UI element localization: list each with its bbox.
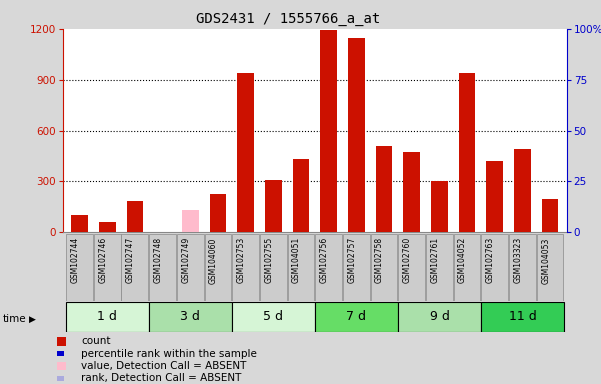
FancyBboxPatch shape: [371, 235, 397, 301]
Text: GSM102756: GSM102756: [320, 237, 329, 283]
Bar: [127, 201, 144, 232]
Text: GSM102746: GSM102746: [99, 237, 108, 283]
Text: GSM102760: GSM102760: [403, 237, 412, 283]
Bar: [320, 30, 337, 232]
Text: GSM104052: GSM104052: [458, 237, 467, 283]
Text: GSM103323: GSM103323: [513, 237, 522, 283]
FancyBboxPatch shape: [537, 235, 563, 301]
Bar: [431, 180, 448, 232]
Bar: [232, 302, 315, 331]
Bar: [486, 161, 503, 232]
Bar: [542, 199, 558, 232]
Text: ▶: ▶: [29, 315, 35, 324]
Bar: [481, 302, 564, 331]
FancyBboxPatch shape: [260, 235, 287, 301]
Bar: [315, 302, 398, 331]
Bar: [376, 146, 392, 232]
FancyBboxPatch shape: [177, 235, 204, 301]
FancyBboxPatch shape: [204, 235, 231, 301]
FancyBboxPatch shape: [481, 235, 508, 301]
Text: GSM102763: GSM102763: [486, 237, 495, 283]
Bar: [265, 180, 282, 232]
FancyBboxPatch shape: [287, 235, 314, 301]
Text: GSM102757: GSM102757: [347, 237, 356, 283]
Text: GDS2431 / 1555766_a_at: GDS2431 / 1555766_a_at: [197, 12, 380, 26]
Bar: [66, 302, 149, 331]
Text: count: count: [81, 336, 111, 346]
Text: 9 d: 9 d: [430, 310, 450, 323]
Text: percentile rank within the sample: percentile rank within the sample: [81, 349, 257, 359]
FancyBboxPatch shape: [398, 235, 425, 301]
Text: 5 d: 5 d: [263, 310, 284, 323]
Bar: [72, 215, 88, 232]
FancyBboxPatch shape: [426, 235, 453, 301]
Text: GSM102758: GSM102758: [375, 237, 384, 283]
Bar: [210, 194, 227, 232]
Bar: [403, 152, 420, 232]
Bar: [182, 210, 199, 232]
Text: 3 d: 3 d: [180, 310, 200, 323]
Text: GSM102747: GSM102747: [126, 237, 135, 283]
Text: GSM102755: GSM102755: [264, 237, 273, 283]
Text: rank, Detection Call = ABSENT: rank, Detection Call = ABSENT: [81, 373, 242, 383]
Text: value, Detection Call = ABSENT: value, Detection Call = ABSENT: [81, 361, 246, 371]
Bar: [398, 302, 481, 331]
FancyBboxPatch shape: [66, 235, 93, 301]
Text: GSM102749: GSM102749: [182, 237, 191, 283]
Bar: [514, 149, 531, 232]
Bar: [237, 73, 254, 232]
Text: 7 d: 7 d: [346, 310, 367, 323]
Text: GSM102748: GSM102748: [154, 237, 163, 283]
Text: GSM104060: GSM104060: [209, 237, 218, 283]
FancyBboxPatch shape: [121, 235, 148, 301]
FancyBboxPatch shape: [94, 235, 121, 301]
Text: GSM102744: GSM102744: [71, 237, 80, 283]
Text: GSM104051: GSM104051: [292, 237, 301, 283]
Text: GSM104053: GSM104053: [541, 237, 550, 283]
FancyBboxPatch shape: [343, 235, 370, 301]
FancyBboxPatch shape: [232, 235, 259, 301]
FancyBboxPatch shape: [454, 235, 480, 301]
Text: time: time: [3, 314, 26, 324]
Bar: [149, 302, 232, 331]
Text: GSM102761: GSM102761: [430, 237, 439, 283]
Bar: [293, 159, 310, 232]
Bar: [99, 222, 115, 232]
Bar: [348, 38, 365, 232]
Text: GSM102753: GSM102753: [237, 237, 246, 283]
FancyBboxPatch shape: [315, 235, 342, 301]
Bar: [459, 73, 475, 232]
Text: 11 d: 11 d: [508, 310, 536, 323]
Text: 1 d: 1 d: [97, 310, 117, 323]
FancyBboxPatch shape: [509, 235, 535, 301]
FancyBboxPatch shape: [149, 235, 176, 301]
